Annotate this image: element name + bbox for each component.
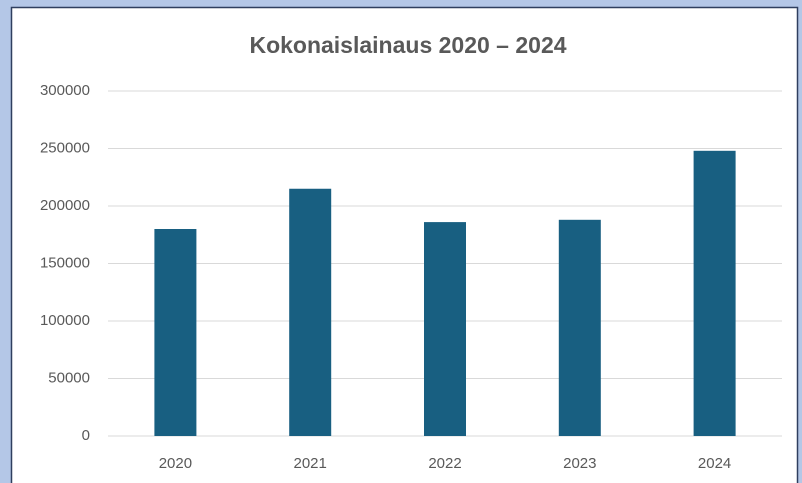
- y-tick-label: 250000: [40, 139, 90, 156]
- y-tick-label: 300000: [40, 82, 90, 99]
- x-tick-label: 2021: [294, 455, 327, 472]
- y-tick-label: 200000: [40, 197, 90, 214]
- bar: [424, 222, 466, 436]
- y-tick-label: 50000: [48, 369, 90, 386]
- bar: [558, 219, 601, 436]
- x-tick-label: 2023: [563, 455, 596, 472]
- x-tick-label: 2020: [159, 455, 192, 472]
- y-tick-label: 100000: [40, 312, 90, 329]
- bar: [289, 188, 332, 436]
- bar: [154, 229, 197, 436]
- chart-title: Kokonaislainaus 2020 – 2024: [249, 32, 566, 58]
- y-tick-label: 0: [82, 427, 90, 444]
- y-tick-label: 150000: [40, 254, 90, 271]
- bar: [693, 150, 736, 437]
- x-tick-label: 2022: [428, 455, 461, 472]
- x-tick-label: 2024: [698, 455, 731, 472]
- chart-area: [10, 6, 799, 483]
